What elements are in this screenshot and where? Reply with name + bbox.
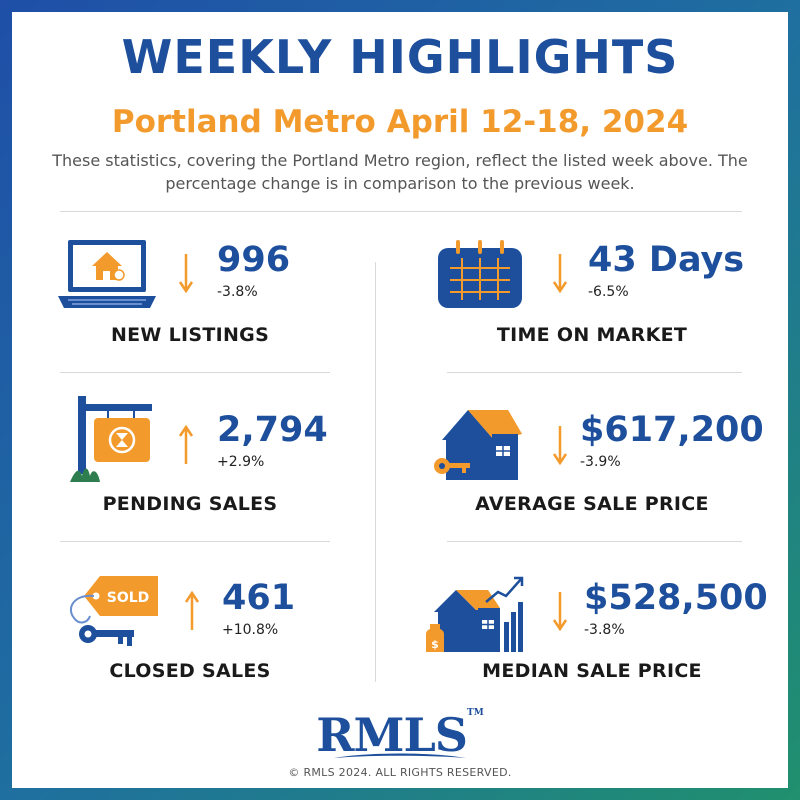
arrow-down-icon — [178, 254, 194, 294]
rmls-logo: RMLSTM — [12, 708, 788, 762]
time-on-market-change: -6.5% — [588, 284, 629, 300]
house-key-icon — [434, 410, 522, 480]
pending-sales-value: 2,794 — [217, 410, 328, 450]
money-bag-symbol: $ — [431, 638, 439, 651]
average-sale-price-change: -3.9% — [580, 454, 621, 470]
logo-swoosh-icon — [334, 753, 466, 758]
row-divider-right-1 — [447, 372, 742, 373]
rmls-logo-text: RMLS — [316, 708, 468, 762]
laptop-house-icon — [58, 240, 156, 308]
pending-sales-change: +2.9% — [217, 454, 265, 470]
calendar-icon — [438, 240, 522, 308]
pending-sales-label: PENDING SALES — [102, 493, 278, 515]
page-title: WEEKLY HIGHLIGHTS — [121, 30, 679, 84]
arrow-up-icon — [178, 424, 194, 464]
row-divider-left-2 — [60, 541, 330, 542]
page-subtitle: Portland Metro April 12-18, 2024 — [111, 104, 689, 140]
description-text: These statistics, covering the Portland … — [52, 151, 748, 193]
new-listings-value: 996 — [217, 240, 291, 280]
average-sale-price-label: AVERAGE SALE PRICE — [475, 493, 709, 515]
time-on-market-label: TIME ON MARKET — [496, 324, 688, 346]
highlights-card: WEEKLY HIGHLIGHTS Portland Metro April 1… — [12, 12, 788, 788]
top-divider — [60, 211, 742, 212]
median-sale-price-label: MEDIAN SALE PRICE — [482, 660, 702, 682]
sold-tag-icon: SOLD — [69, 576, 158, 646]
time-on-market-value: 43 Days — [588, 240, 745, 280]
pending-sign-icon — [70, 396, 152, 482]
closed-sales-label: CLOSED SALES — [109, 660, 271, 682]
arrow-down-icon — [552, 592, 568, 632]
copyright-footer: © RMLS 2024. ALL RIGHTS RESERVED. — [288, 766, 512, 779]
closed-sales-change: +10.8% — [222, 622, 279, 638]
arrow-down-icon — [552, 254, 568, 294]
average-sale-price-value: $617,200 — [580, 410, 764, 450]
closed-sales-value: 461 — [222, 578, 296, 618]
trademark-mark: TM — [467, 708, 484, 718]
center-divider — [375, 262, 376, 682]
house-growth-chart-icon: $ — [426, 576, 524, 652]
arrow-up-icon — [184, 590, 200, 630]
median-sale-price-value: $528,500 — [584, 578, 768, 618]
new-listings-label: NEW LISTINGS — [110, 324, 270, 346]
median-sale-price-change: -3.8% — [584, 622, 625, 638]
sold-tag-text: SOLD — [107, 590, 150, 606]
arrow-down-icon — [552, 426, 568, 466]
new-listings-change: -3.8% — [217, 284, 258, 300]
row-divider-left-1 — [60, 372, 330, 373]
row-divider-right-2 — [447, 541, 742, 542]
